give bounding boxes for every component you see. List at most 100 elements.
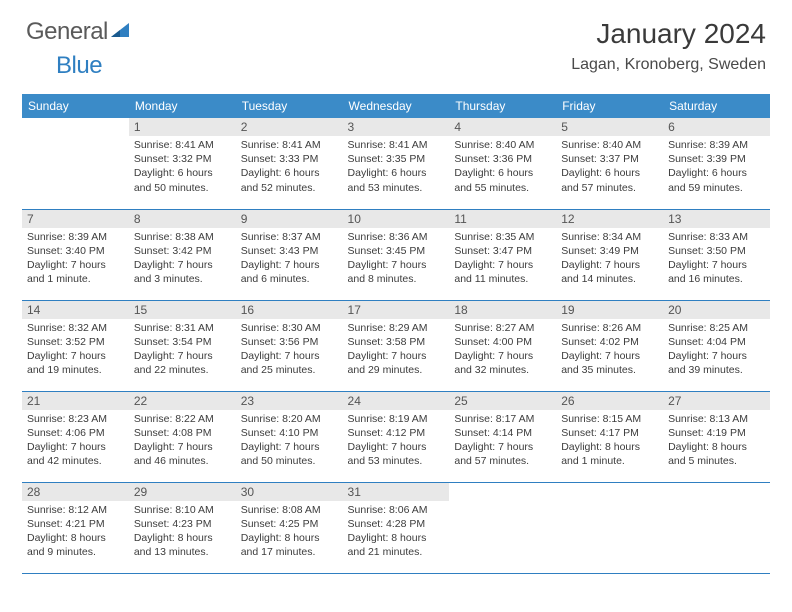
sunset-line: Sunset: 4:08 PM [134,426,231,440]
empty-cell [663,482,770,573]
day-cell: 18Sunrise: 8:27 AMSunset: 4:00 PMDayligh… [449,300,556,391]
day-number: 5 [556,118,663,136]
day-number: 12 [556,210,663,228]
daylight-line: Daylight: 7 hours and 42 minutes. [27,440,124,468]
day-details: Sunrise: 8:39 AMSunset: 3:39 PMDaylight:… [663,136,770,199]
weekday-header: Friday [556,94,663,118]
daylight-line: Daylight: 6 hours and 59 minutes. [668,166,765,194]
sunrise-line: Sunrise: 8:37 AM [241,230,338,244]
day-details: Sunrise: 8:25 AMSunset: 4:04 PMDaylight:… [663,319,770,382]
day-number: 27 [663,392,770,410]
empty-cell [449,482,556,573]
daylight-line: Daylight: 7 hours and 3 minutes. [134,258,231,286]
sunset-line: Sunset: 4:28 PM [348,517,445,531]
day-number: 19 [556,301,663,319]
sunset-line: Sunset: 4:25 PM [241,517,338,531]
sunrise-line: Sunrise: 8:10 AM [134,503,231,517]
daylight-line: Daylight: 7 hours and 8 minutes. [348,258,445,286]
day-cell: 15Sunrise: 8:31 AMSunset: 3:54 PMDayligh… [129,300,236,391]
day-details: Sunrise: 8:33 AMSunset: 3:50 PMDaylight:… [663,228,770,291]
day-details: Sunrise: 8:32 AMSunset: 3:52 PMDaylight:… [22,319,129,382]
sunrise-line: Sunrise: 8:36 AM [348,230,445,244]
calendar-body: 1Sunrise: 8:41 AMSunset: 3:32 PMDaylight… [22,118,770,573]
day-cell: 20Sunrise: 8:25 AMSunset: 4:04 PMDayligh… [663,300,770,391]
day-cell: 10Sunrise: 8:36 AMSunset: 3:45 PMDayligh… [343,209,450,300]
calendar-head: SundayMondayTuesdayWednesdayThursdayFrid… [22,94,770,118]
day-number: 26 [556,392,663,410]
sunrise-line: Sunrise: 8:19 AM [348,412,445,426]
daylight-line: Daylight: 7 hours and 22 minutes. [134,349,231,377]
sunset-line: Sunset: 3:52 PM [27,335,124,349]
daylight-line: Daylight: 7 hours and 29 minutes. [348,349,445,377]
sunset-line: Sunset: 4:14 PM [454,426,551,440]
day-details: Sunrise: 8:39 AMSunset: 3:40 PMDaylight:… [22,228,129,291]
day-details: Sunrise: 8:38 AMSunset: 3:42 PMDaylight:… [129,228,236,291]
daylight-line: Daylight: 8 hours and 1 minute. [561,440,658,468]
sunset-line: Sunset: 3:50 PM [668,244,765,258]
day-cell: 8Sunrise: 8:38 AMSunset: 3:42 PMDaylight… [129,209,236,300]
sunset-line: Sunset: 4:21 PM [27,517,124,531]
day-number: 29 [129,483,236,501]
sunset-line: Sunset: 3:40 PM [27,244,124,258]
day-number: 1 [129,118,236,136]
daylight-line: Daylight: 8 hours and 13 minutes. [134,531,231,559]
day-cell: 9Sunrise: 8:37 AMSunset: 3:43 PMDaylight… [236,209,343,300]
weekday-header: Sunday [22,94,129,118]
sunrise-line: Sunrise: 8:39 AM [27,230,124,244]
day-number: 22 [129,392,236,410]
day-details: Sunrise: 8:27 AMSunset: 4:00 PMDaylight:… [449,319,556,382]
sunset-line: Sunset: 3:37 PM [561,152,658,166]
day-number: 2 [236,118,343,136]
sunrise-line: Sunrise: 8:31 AM [134,321,231,335]
daylight-line: Daylight: 7 hours and 39 minutes. [668,349,765,377]
sunrise-line: Sunrise: 8:22 AM [134,412,231,426]
daylight-line: Daylight: 7 hours and 35 minutes. [561,349,658,377]
weekday-header: Saturday [663,94,770,118]
daylight-line: Daylight: 8 hours and 9 minutes. [27,531,124,559]
day-number: 21 [22,392,129,410]
day-number: 25 [449,392,556,410]
weekday-header: Wednesday [343,94,450,118]
daylight-line: Daylight: 7 hours and 53 minutes. [348,440,445,468]
daylight-line: Daylight: 6 hours and 52 minutes. [241,166,338,194]
sunset-line: Sunset: 3:35 PM [348,152,445,166]
sunrise-line: Sunrise: 8:38 AM [134,230,231,244]
sunset-line: Sunset: 3:49 PM [561,244,658,258]
daylight-line: Daylight: 7 hours and 14 minutes. [561,258,658,286]
day-details: Sunrise: 8:41 AMSunset: 3:32 PMDaylight:… [129,136,236,199]
empty-cell [556,482,663,573]
sunrise-line: Sunrise: 8:25 AM [668,321,765,335]
sunset-line: Sunset: 3:42 PM [134,244,231,258]
day-cell: 11Sunrise: 8:35 AMSunset: 3:47 PMDayligh… [449,209,556,300]
day-number: 6 [663,118,770,136]
sunset-line: Sunset: 4:19 PM [668,426,765,440]
day-details: Sunrise: 8:34 AMSunset: 3:49 PMDaylight:… [556,228,663,291]
day-number: 28 [22,483,129,501]
sunrise-line: Sunrise: 8:34 AM [561,230,658,244]
sunset-line: Sunset: 3:47 PM [454,244,551,258]
weekday-header: Thursday [449,94,556,118]
day-details: Sunrise: 8:30 AMSunset: 3:56 PMDaylight:… [236,319,343,382]
sunset-line: Sunset: 3:32 PM [134,152,231,166]
location: Lagan, Kronoberg, Sweden [571,56,766,74]
day-number: 14 [22,301,129,319]
day-number: 31 [343,483,450,501]
day-cell: 4Sunrise: 8:40 AMSunset: 3:36 PMDaylight… [449,118,556,209]
month-title: January 2024 [571,18,766,50]
sunrise-line: Sunrise: 8:41 AM [241,138,338,152]
day-cell: 1Sunrise: 8:41 AMSunset: 3:32 PMDaylight… [129,118,236,209]
day-details: Sunrise: 8:40 AMSunset: 3:37 PMDaylight:… [556,136,663,199]
sunset-line: Sunset: 3:58 PM [348,335,445,349]
sunrise-line: Sunrise: 8:08 AM [241,503,338,517]
day-cell: 17Sunrise: 8:29 AMSunset: 3:58 PMDayligh… [343,300,450,391]
daylight-line: Daylight: 8 hours and 21 minutes. [348,531,445,559]
sunset-line: Sunset: 4:06 PM [27,426,124,440]
day-cell: 6Sunrise: 8:39 AMSunset: 3:39 PMDaylight… [663,118,770,209]
day-cell: 31Sunrise: 8:06 AMSunset: 4:28 PMDayligh… [343,482,450,573]
daylight-line: Daylight: 7 hours and 11 minutes. [454,258,551,286]
daylight-line: Daylight: 6 hours and 57 minutes. [561,166,658,194]
logo: GeneralBlue [26,18,131,80]
day-details: Sunrise: 8:17 AMSunset: 4:14 PMDaylight:… [449,410,556,473]
sunrise-line: Sunrise: 8:27 AM [454,321,551,335]
sunrise-line: Sunrise: 8:26 AM [561,321,658,335]
